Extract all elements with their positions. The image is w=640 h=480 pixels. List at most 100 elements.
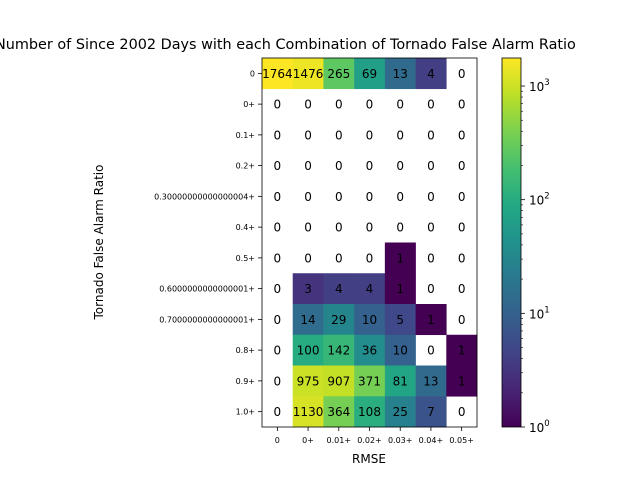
cell-value-label: 0 — [366, 98, 374, 112]
cell-value-label: 265 — [327, 67, 350, 81]
cell-value-label: 108 — [358, 405, 381, 419]
heatmap-cell — [384, 334, 416, 366]
heatmap-cell — [323, 304, 355, 336]
heatmap-cell — [323, 396, 355, 428]
heatmap-cell — [323, 334, 355, 366]
cell-value-label: 13 — [393, 67, 408, 81]
cell-value-label: 0 — [366, 190, 374, 204]
cell-value-label: 36 — [362, 344, 377, 358]
heatmap-cell — [292, 334, 324, 366]
cell-value-label: 1 — [427, 313, 435, 327]
heatmap-cell — [415, 304, 447, 336]
cell-value-label: 0 — [274, 190, 282, 204]
colorbar-tick-label: 103 — [529, 78, 550, 94]
x-axis-label: RMSE — [352, 452, 386, 466]
heatmap-cell — [384, 58, 416, 90]
cell-value-label: 0 — [335, 190, 343, 204]
cell-value-label: 4 — [335, 282, 343, 296]
cell-value-label: 0 — [458, 98, 466, 112]
cell-value-label: 13 — [423, 374, 438, 388]
cell-value-label: 975 — [297, 374, 320, 388]
cell-value-label: 14 — [300, 313, 315, 327]
cell-value-label: 0 — [304, 221, 312, 235]
colorbar: 100 101 102 103 — [501, 57, 550, 435]
cell-value-label: 1 — [396, 251, 404, 265]
y-tick-label: 1.0+ — [236, 408, 255, 417]
heatmap-cell — [446, 365, 478, 397]
cell-value-label: 0 — [274, 405, 282, 419]
cell-value-label: 29 — [331, 313, 346, 327]
cell-value-label: 0 — [304, 98, 312, 112]
cell-value-label: 1 — [458, 374, 466, 388]
cell-value-label: 0 — [396, 98, 404, 112]
cell-value-label: 0 — [304, 128, 312, 142]
heatmap-cell — [262, 58, 294, 90]
cell-value-label: 0 — [366, 221, 374, 235]
heatmap-cell — [354, 396, 386, 428]
cell-value-label: 0 — [458, 159, 466, 173]
heatmap-cell — [292, 58, 324, 90]
cell-value-label: 0 — [458, 67, 466, 81]
y-tick-label: 0.1+ — [236, 131, 255, 140]
cell-value-label: 0 — [458, 221, 466, 235]
cell-value-label: 0 — [427, 282, 435, 296]
cell-value-label: 907 — [327, 374, 350, 388]
cell-value-label: 0 — [274, 282, 282, 296]
cell-value-label: 0 — [274, 159, 282, 173]
cell-value-label: 0 — [304, 159, 312, 173]
cell-value-label: 1 — [396, 282, 404, 296]
colorbar-tick-label: 101 — [529, 305, 550, 321]
cell-value-label: 1764 — [262, 67, 293, 81]
y-tick-label: 0.30000000000000004+ — [154, 192, 255, 201]
heatmap-cell — [384, 304, 416, 336]
cell-value-label: 10 — [393, 344, 408, 358]
cell-value-label: 0 — [458, 405, 466, 419]
heatmap-cell — [354, 58, 386, 90]
heatmap-cell — [354, 365, 386, 397]
y-tick-label: 0.4+ — [236, 223, 255, 232]
cell-value-label: 0 — [458, 282, 466, 296]
cell-value-label: 0 — [274, 128, 282, 142]
heatmap-cell — [415, 58, 447, 90]
heatmap-cell — [384, 273, 416, 305]
cell-value-label: 4 — [427, 67, 435, 81]
colorbar-tick-label: 100 — [529, 419, 550, 435]
x-tick-label: 0+ — [302, 436, 314, 445]
cell-value-label: 3 — [304, 282, 312, 296]
heatmap-cell — [354, 273, 386, 305]
colorbar-ticks: 100 101 102 103 — [521, 78, 550, 435]
cell-value-label: 0 — [274, 374, 282, 388]
cell-value-label: 69 — [362, 67, 377, 81]
cell-value-label: 0 — [335, 251, 343, 265]
cell-value-label: 5 — [396, 313, 404, 327]
heatmap-cell — [415, 396, 447, 428]
plot-frame — [261, 57, 478, 428]
heatmap-cell — [323, 58, 355, 90]
cell-value-label: 0 — [427, 251, 435, 265]
y-tick-label: 0 — [250, 69, 255, 78]
cell-value-label: 10 — [362, 313, 377, 327]
x-tick-label: 0.01+ — [327, 436, 352, 445]
cell-value-label: 0 — [427, 128, 435, 142]
heatmap-cell — [354, 304, 386, 336]
y-tick-label: 0.5+ — [236, 254, 255, 263]
cell-value-label: 7 — [427, 405, 435, 419]
heatmap-cells: 1764 1476 265 69 13 4 00 0 0 0 0 0 00 0 0 0 0 0 00 0 0 0 0 0 00 0… — [262, 58, 478, 428]
cell-value-label: 0 — [304, 190, 312, 204]
cell-value-label: 0 — [396, 159, 404, 173]
cell-value-label: 0 — [366, 159, 374, 173]
cell-value-label: 4 — [366, 282, 374, 296]
cell-value-label: 100 — [297, 344, 320, 358]
cell-value-label: 0 — [458, 190, 466, 204]
y-tick-label: 0.7000000000000001+ — [159, 315, 255, 324]
cell-value-label: 0 — [458, 251, 466, 265]
cell-value-label: 0 — [274, 313, 282, 327]
cell-value-label: 142 — [327, 344, 350, 358]
y-tick-label: 0.6000000000000001+ — [159, 285, 255, 294]
cell-value-label: 0 — [274, 98, 282, 112]
y-axis-label: Tornado False Alarm Ratio — [92, 165, 106, 321]
heatmap-cell — [292, 273, 324, 305]
heatmap-cell — [323, 365, 355, 397]
cell-value-label: 81 — [393, 374, 408, 388]
heatmap-cell — [323, 273, 355, 305]
